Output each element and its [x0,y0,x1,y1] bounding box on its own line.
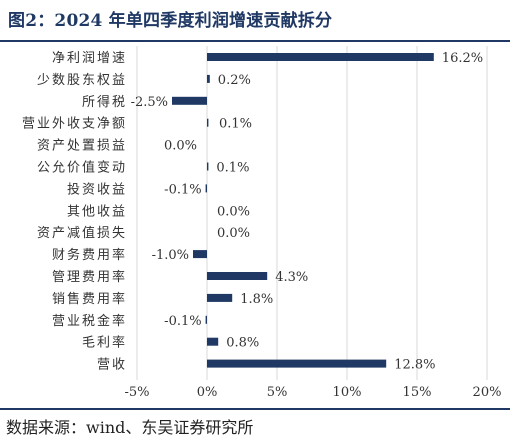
value-label: 12.8% [394,358,435,373]
value-label: -1.0% [152,248,189,263]
source-note: 数据来源：wind、东吴证券研究所 [6,414,253,438]
value-label: 0.1% [219,117,252,132]
category-label: 投资收益 [67,181,127,197]
category-label: 营收 [97,358,127,373]
category-label: 资产处置损益 [37,139,127,154]
category-label: 净利润增速 [52,51,127,66]
bar-chart: 净利润增速少数股东权益所得税营业外收支净额资产处置损益公允价值变动投资收益其他收… [0,0,510,408]
bar [193,250,207,258]
value-label: 0.2% [218,73,251,88]
category-label: 毛利率 [82,335,127,351]
value-label: 0.8% [226,336,259,351]
bar [206,316,207,324]
x-tick-label: 5% [267,385,288,400]
bars [172,53,434,368]
bar [206,184,207,192]
x-tick-labels: -5% 0% 5% 10% 15% 20% [124,385,501,400]
value-label: 0.0% [217,204,250,219]
bar [207,294,232,302]
x-tick-label: 15% [403,385,432,400]
bar [207,360,386,368]
source-rule [0,408,510,410]
x-tick-label: 20% [473,385,502,400]
category-label: 少数股东权益 [37,72,127,88]
category-label: 所得税 [82,94,127,110]
x-tick-label: -5% [124,385,149,400]
grid-lines [137,46,487,380]
category-label: 其他收益 [67,204,127,219]
category-label: 管理费用率 [52,269,127,285]
bar [207,338,218,346]
bar [207,119,208,127]
x-tick-label: 0% [197,385,218,400]
category-label: 资产减值损失 [37,225,127,241]
value-label: 0.1% [216,161,249,176]
bar [207,272,267,280]
category-label: 营业外收支净额 [22,117,127,132]
x-tick-label: 10% [333,385,362,400]
bar [207,53,434,61]
category-label: 销售费用率 [52,291,127,307]
bar [207,163,208,171]
bar [172,97,207,105]
bar [207,75,210,83]
value-label: 4.3% [275,270,308,285]
value-label: -2.5% [131,95,168,110]
value-label: -0.1% [164,182,201,197]
value-label: 1.8% [240,292,273,307]
category-labels: 净利润增速少数股东权益所得税营业外收支净额资产处置损益公允价值变动投资收益其他收… [22,51,127,373]
category-label: 公允价值变动 [37,160,127,176]
value-label: 0.0% [217,226,250,241]
value-label: 16.2% [442,51,483,66]
category-label: 财务费用率 [52,247,127,263]
value-label: -0.1% [164,314,201,329]
value-label: 0.0% [164,139,197,154]
category-label: 营业税金率 [52,313,127,329]
